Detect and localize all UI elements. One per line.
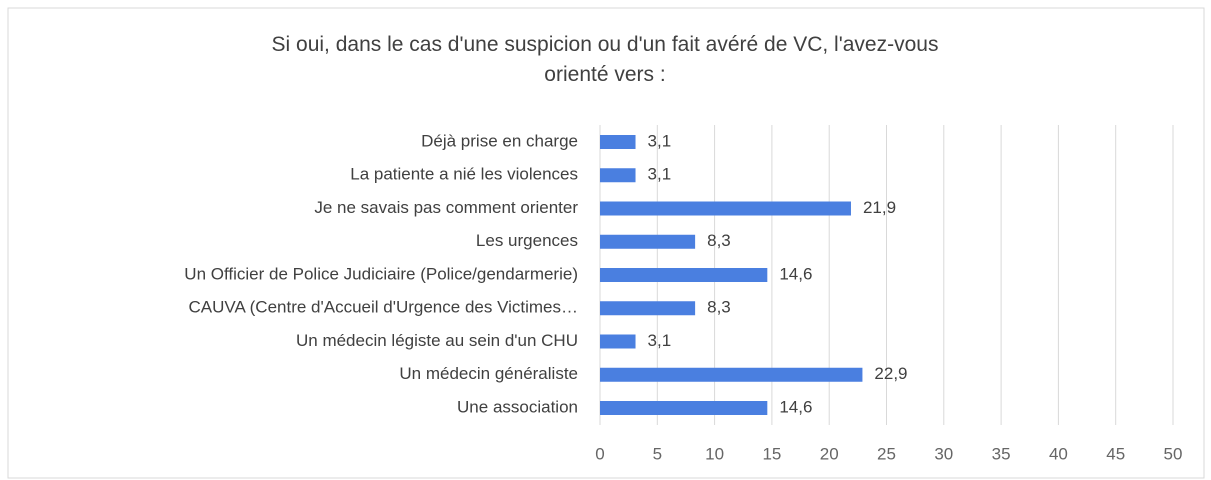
y-tick-label: Une association — [457, 397, 578, 416]
data-label: 8,3 — [707, 231, 731, 250]
bar — [600, 201, 851, 216]
x-tick-label: 10 — [705, 444, 724, 463]
chart-title: Si oui, dans le cas d'une suspicion ou d… — [271, 33, 939, 86]
data-label: 3,1 — [648, 331, 672, 350]
chart-border — [7, 7, 1205, 479]
y-tick-label: Déjà prise en charge — [421, 131, 578, 150]
data-label: 3,1 — [648, 165, 672, 184]
bar — [600, 334, 636, 349]
x-tick-label: 0 — [595, 444, 604, 463]
y-tick-label: Un Officier de Police Judiciaire (Police… — [184, 264, 578, 283]
x-tick-label: 50 — [1164, 444, 1183, 463]
y-tick-label: Les urgences — [476, 231, 578, 250]
bar — [600, 268, 768, 282]
y-tick-label: Un médecin légiste au sein d'un CHU — [296, 331, 578, 350]
data-label: 22,9 — [874, 364, 907, 383]
bar — [600, 401, 768, 415]
bar — [600, 301, 696, 316]
y-tick-label: Un médecin généraliste — [399, 364, 578, 383]
x-tick-label: 35 — [992, 444, 1011, 463]
x-tick-label: 40 — [1049, 444, 1068, 463]
data-label: 14,6 — [779, 397, 812, 416]
data-label: 3,1 — [648, 131, 672, 150]
x-tick-label: 15 — [762, 444, 781, 463]
bar — [600, 367, 863, 382]
x-tick-label: 30 — [934, 444, 953, 463]
data-label: 21,9 — [863, 198, 896, 217]
data-label: 14,6 — [779, 264, 812, 283]
y-tick-label: La patiente a nié les violences — [350, 165, 578, 184]
data-label: 8,3 — [707, 298, 731, 317]
x-tick-label: 25 — [877, 444, 896, 463]
bar — [600, 135, 636, 149]
y-tick-label: Je ne savais pas comment orienter — [314, 198, 578, 217]
x-tick-label: 5 — [653, 444, 662, 463]
x-tick-label: 20 — [820, 444, 839, 463]
y-tick-label: CAUVA (Centre d'Accueil d'Urgence des Vi… — [189, 298, 578, 317]
bar — [600, 168, 636, 183]
bar — [600, 234, 696, 249]
x-tick-label: 45 — [1106, 444, 1125, 463]
